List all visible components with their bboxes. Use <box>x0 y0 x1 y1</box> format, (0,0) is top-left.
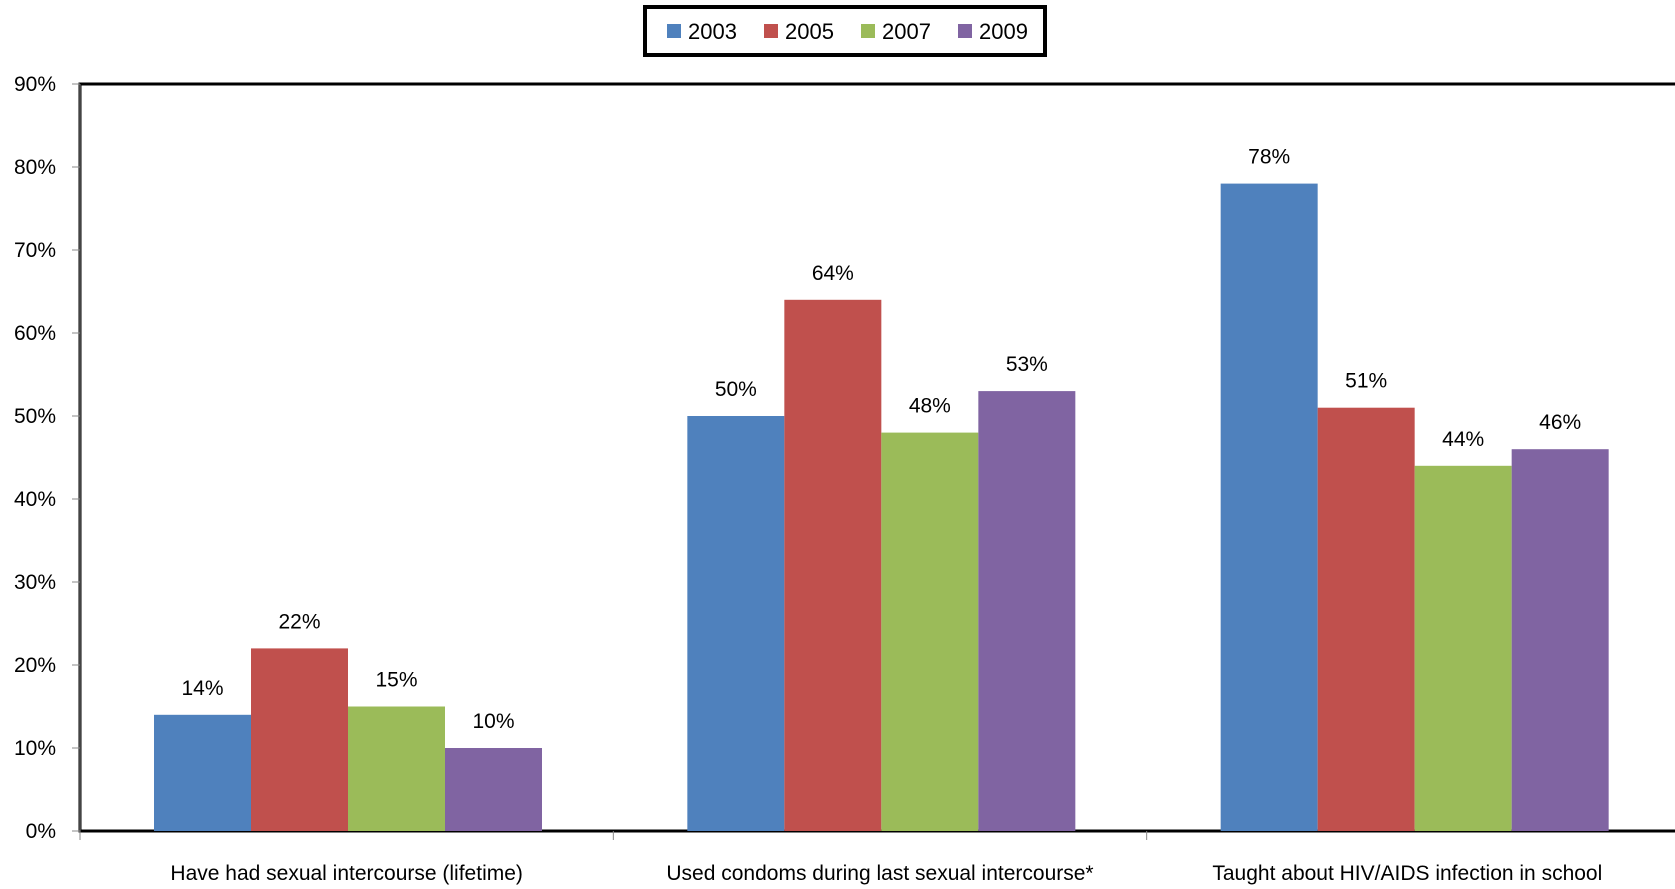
data-label: 78% <box>1248 146 1290 169</box>
legend-entry-label: 2005 <box>785 19 834 44</box>
y-tick-label: 60% <box>14 322 56 345</box>
legend-swatch <box>764 24 778 38</box>
legend-swatch <box>861 24 875 38</box>
data-label: 15% <box>375 669 417 692</box>
category-label: Taught about HIV/AIDS infection in schoo… <box>1212 862 1602 885</box>
legend-swatch <box>667 24 681 38</box>
bar-2009 <box>445 748 542 831</box>
bar-2003 <box>154 714 251 831</box>
legend-swatch <box>958 24 972 38</box>
data-label: 53% <box>1006 353 1048 376</box>
bar-2009 <box>1511 449 1609 831</box>
data-label: 46% <box>1539 411 1581 434</box>
bar-2003 <box>687 416 785 831</box>
data-label: 22% <box>278 610 320 633</box>
data-label: 50% <box>715 378 757 401</box>
bar-2005 <box>784 299 882 831</box>
data-label: 14% <box>181 677 223 700</box>
legend: 2003 2005 2007 2009 <box>643 5 1047 57</box>
y-tick-label: 0% <box>26 820 56 843</box>
data-label: 10% <box>472 710 514 733</box>
y-tick-label: 40% <box>14 488 56 511</box>
bar-2005 <box>1317 407 1415 831</box>
bar-2007 <box>348 706 445 831</box>
x-axis: Have had sexual intercourse (lifetime) Us… <box>79 831 1602 885</box>
y-tick-label: 20% <box>14 654 56 677</box>
category-label: Used condoms during last sexual intercou… <box>666 862 1093 885</box>
y-tick-label: 80% <box>14 156 56 179</box>
bar-2007 <box>881 432 979 831</box>
y-tick-label: 30% <box>14 571 56 594</box>
data-label: 48% <box>909 395 951 418</box>
bars <box>154 183 1609 832</box>
data-label: 51% <box>1345 370 1387 393</box>
legend-box <box>643 5 1047 57</box>
bar-2007 <box>1414 465 1512 831</box>
legend-entry-label: 2003 <box>688 19 737 44</box>
y-axis: 0% 10% 20% 30% 40% 50% 60% 70% 80% 90% <box>14 73 81 843</box>
data-labels: 14% 50% 78% 22% 64% 51% 15% 48% 44% 10% 53% 46% <box>181 146 1581 733</box>
legend-entry-label: 2009 <box>979 19 1028 44</box>
bar-2009 <box>978 391 1076 831</box>
bar-2003 <box>1220 183 1318 832</box>
y-tick-label: 90% <box>14 73 56 96</box>
y-tick-label: 70% <box>14 239 56 262</box>
y-tick-label: 10% <box>14 737 56 760</box>
data-label: 64% <box>812 262 854 285</box>
category-label: Have had sexual intercourse (lifetime) <box>170 862 523 885</box>
bar-2005 <box>251 648 348 831</box>
legend-entry-label: 2007 <box>882 19 931 44</box>
y-tick-label: 50% <box>14 405 56 428</box>
data-label: 44% <box>1442 428 1484 451</box>
